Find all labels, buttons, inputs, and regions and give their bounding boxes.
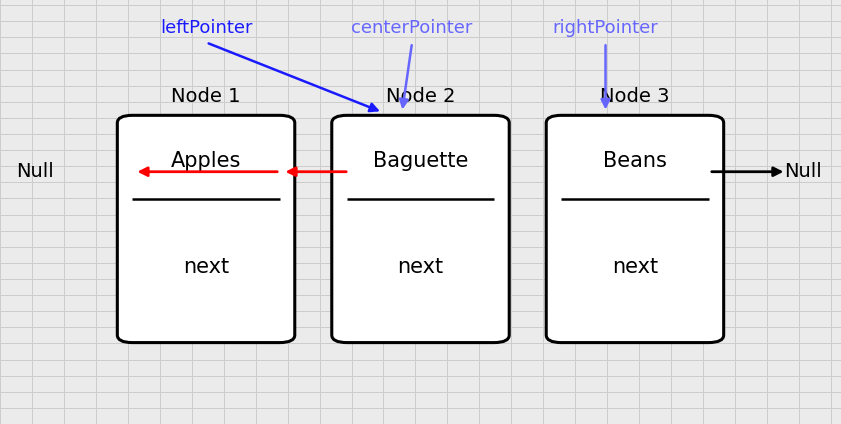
FancyBboxPatch shape bbox=[331, 115, 509, 343]
Text: Null: Null bbox=[785, 162, 822, 181]
Text: Null: Null bbox=[17, 162, 54, 181]
FancyBboxPatch shape bbox=[546, 115, 723, 343]
Text: Baguette: Baguette bbox=[373, 151, 468, 171]
Text: leftPointer: leftPointer bbox=[160, 19, 252, 37]
FancyBboxPatch shape bbox=[118, 115, 294, 343]
Text: next: next bbox=[398, 257, 443, 277]
Text: next: next bbox=[183, 257, 229, 277]
Text: rightPointer: rightPointer bbox=[553, 19, 659, 37]
Text: Node 2: Node 2 bbox=[386, 87, 455, 106]
Text: Node 3: Node 3 bbox=[600, 87, 669, 106]
Text: Node 1: Node 1 bbox=[172, 87, 241, 106]
Text: next: next bbox=[612, 257, 658, 277]
Text: Apples: Apples bbox=[171, 151, 241, 171]
Text: Beans: Beans bbox=[603, 151, 667, 171]
Text: centerPointer: centerPointer bbox=[352, 19, 473, 37]
